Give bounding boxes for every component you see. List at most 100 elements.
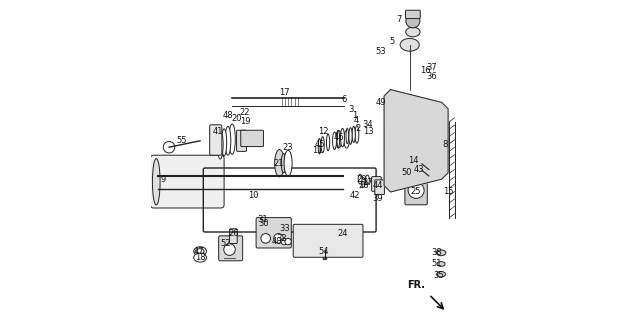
Circle shape (403, 133, 422, 152)
Text: 26: 26 (229, 229, 239, 238)
Ellipse shape (323, 257, 327, 260)
Text: 12: 12 (318, 127, 329, 136)
FancyBboxPatch shape (150, 155, 224, 208)
Ellipse shape (217, 130, 223, 159)
Circle shape (224, 244, 235, 255)
Text: 47: 47 (194, 247, 204, 256)
Text: 37: 37 (427, 63, 437, 72)
Ellipse shape (318, 139, 320, 154)
Ellipse shape (437, 271, 445, 277)
Text: 16: 16 (420, 66, 431, 75)
Text: 48: 48 (223, 111, 233, 120)
Text: 52: 52 (220, 239, 231, 248)
Circle shape (417, 157, 422, 163)
Text: 39: 39 (373, 194, 383, 203)
Text: 4: 4 (353, 116, 359, 124)
Text: 19: 19 (240, 117, 250, 126)
Ellipse shape (366, 175, 369, 185)
Text: 33: 33 (279, 224, 290, 233)
FancyBboxPatch shape (230, 229, 237, 244)
Text: 43: 43 (414, 165, 425, 174)
Ellipse shape (225, 126, 231, 155)
Ellipse shape (196, 249, 204, 254)
Text: FR.: FR. (407, 280, 425, 290)
Circle shape (274, 234, 283, 243)
Circle shape (417, 152, 422, 157)
Text: 7: 7 (396, 15, 401, 24)
Ellipse shape (355, 126, 359, 143)
Ellipse shape (340, 128, 345, 147)
Text: 5: 5 (390, 37, 395, 46)
Text: 11: 11 (312, 146, 322, 155)
Ellipse shape (358, 174, 362, 184)
FancyBboxPatch shape (241, 130, 263, 147)
Text: 30: 30 (259, 220, 270, 228)
Ellipse shape (437, 262, 445, 266)
Ellipse shape (361, 178, 365, 187)
Text: 9: 9 (160, 175, 165, 184)
Ellipse shape (385, 93, 395, 189)
FancyBboxPatch shape (210, 125, 222, 155)
FancyBboxPatch shape (375, 180, 384, 195)
FancyBboxPatch shape (237, 130, 247, 151)
Ellipse shape (194, 253, 207, 262)
Circle shape (163, 141, 175, 153)
Text: 1: 1 (352, 111, 357, 120)
Circle shape (424, 166, 433, 176)
FancyBboxPatch shape (405, 176, 427, 205)
Text: 3: 3 (349, 105, 354, 114)
Text: 51: 51 (431, 260, 442, 268)
Ellipse shape (327, 134, 330, 151)
Ellipse shape (437, 250, 446, 256)
Ellipse shape (229, 124, 235, 155)
Text: 44: 44 (373, 181, 383, 190)
Circle shape (406, 14, 420, 28)
Polygon shape (384, 90, 448, 192)
Ellipse shape (281, 154, 286, 173)
Text: 29: 29 (356, 175, 367, 184)
Text: 49: 49 (376, 98, 386, 107)
FancyBboxPatch shape (256, 218, 291, 248)
Ellipse shape (336, 131, 342, 148)
FancyBboxPatch shape (371, 177, 381, 191)
Ellipse shape (337, 131, 340, 148)
Ellipse shape (406, 27, 420, 37)
Ellipse shape (274, 150, 284, 177)
Circle shape (408, 182, 424, 198)
Text: 46: 46 (334, 133, 345, 142)
Text: 25: 25 (411, 188, 422, 196)
Text: 2: 2 (355, 124, 360, 132)
Text: 24: 24 (337, 229, 348, 238)
Ellipse shape (194, 247, 207, 256)
Ellipse shape (352, 126, 355, 142)
Text: 40: 40 (271, 237, 282, 246)
Text: 22: 22 (240, 108, 250, 116)
Circle shape (392, 146, 421, 174)
Ellipse shape (284, 150, 292, 176)
Ellipse shape (400, 38, 419, 51)
Text: 6: 6 (342, 95, 347, 104)
Text: 27: 27 (363, 178, 373, 187)
FancyBboxPatch shape (406, 10, 420, 19)
Text: 38: 38 (431, 248, 442, 257)
Text: 15: 15 (443, 188, 453, 196)
Text: 41: 41 (212, 127, 223, 136)
Text: 17: 17 (279, 88, 290, 97)
Ellipse shape (321, 137, 324, 153)
Text: 18: 18 (195, 253, 206, 262)
Text: 34: 34 (363, 120, 373, 129)
Ellipse shape (344, 131, 350, 148)
Text: 35: 35 (433, 271, 444, 280)
Text: 14: 14 (407, 156, 418, 164)
Circle shape (394, 123, 432, 162)
Text: 42: 42 (350, 191, 361, 200)
Text: 54: 54 (318, 247, 329, 256)
Text: 50: 50 (401, 168, 412, 177)
Circle shape (261, 234, 271, 243)
FancyBboxPatch shape (219, 236, 243, 261)
Text: 20: 20 (232, 114, 242, 123)
Text: 21: 21 (273, 159, 284, 168)
Ellipse shape (222, 129, 227, 156)
Text: 55: 55 (176, 136, 187, 145)
Text: 28: 28 (358, 181, 369, 190)
